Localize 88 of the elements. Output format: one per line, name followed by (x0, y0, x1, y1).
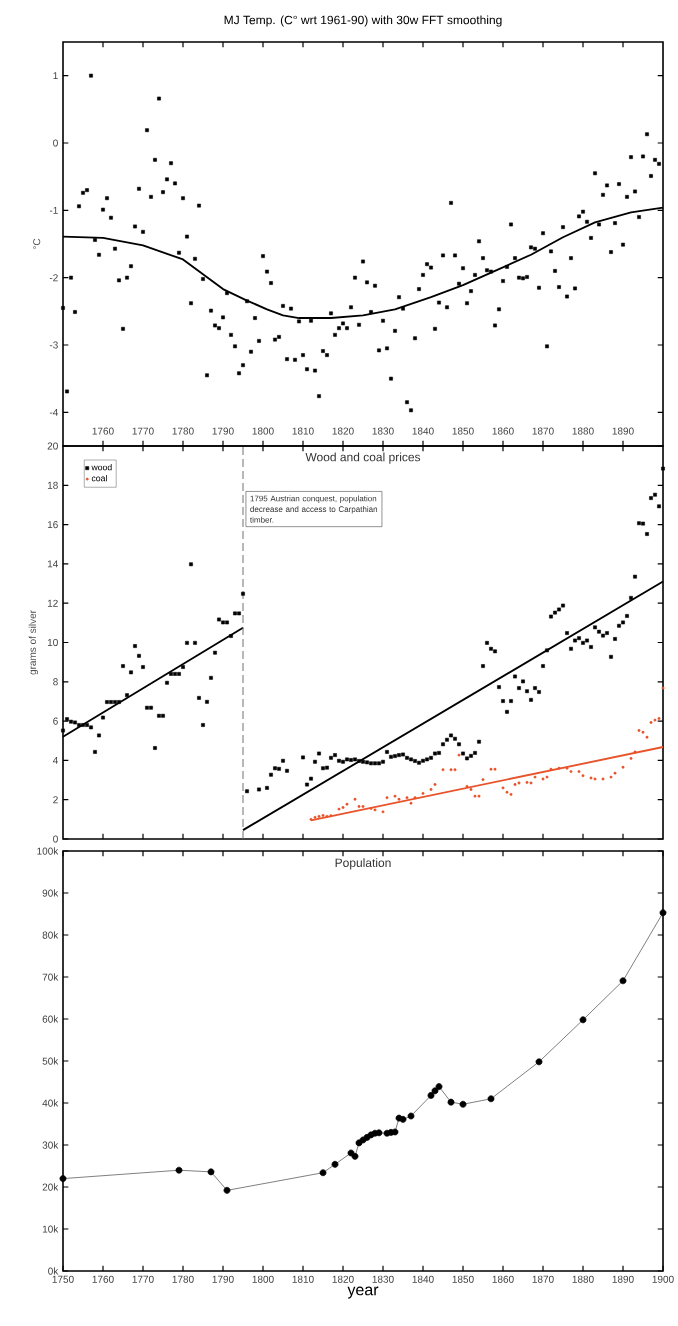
y-tick-label: 40k (42, 1099, 59, 1107)
point (487, 1095, 495, 1103)
point (579, 1016, 587, 1024)
y-tick-label: 10 (47, 638, 58, 647)
x-tick-label: 1760 (92, 427, 114, 435)
x-tick-label: 1850 (452, 1275, 474, 1283)
y-tick-label: 1 (53, 72, 58, 80)
point (399, 1115, 407, 1123)
point (447, 1098, 455, 1106)
x-tick-label: 1800 (252, 427, 274, 435)
chart-title: MJ Temp. (C° wrt 1961-90) with 30w FFT smoothing (224, 15, 502, 27)
x-tick-label: 1780 (172, 1275, 194, 1283)
x-tick-label: 1850 (452, 427, 474, 435)
point (619, 977, 627, 985)
x-tick-label: 1770 (132, 1275, 154, 1283)
x-tick-label: 1880 (572, 427, 594, 435)
x-tick-label: 1770 (132, 427, 154, 435)
point (331, 1160, 339, 1168)
y-tick-label: 16 (47, 521, 58, 529)
x-tick-label: 1820 (332, 1275, 354, 1283)
x-tick-label: 1760 (92, 1275, 114, 1283)
y-tick-label: 100k (37, 847, 59, 855)
text: Population (335, 858, 391, 870)
x-tick-label: 1840 (412, 427, 434, 435)
point (535, 1058, 543, 1066)
y-axis-title: grams of silver (28, 610, 39, 675)
x-tick-label: 1750 (52, 1275, 74, 1283)
y-tick-label: -3 (49, 341, 58, 349)
y-tick-label: 20 (47, 442, 58, 450)
y-tick-label: -1 (49, 206, 58, 214)
point (319, 1169, 327, 1177)
y-tick-label: 80k (42, 931, 59, 939)
y-tick-label: 6 (53, 717, 58, 725)
x-tick-label: 1800 (252, 1275, 274, 1283)
point (427, 1092, 435, 1099)
y-tick-label: 2 (53, 796, 58, 804)
x-tick-label: 1890 (612, 427, 634, 435)
point (459, 1100, 467, 1108)
point (407, 1112, 415, 1120)
x-tick-label: 1830 (372, 427, 394, 435)
x-tick-label: 1790 (212, 427, 234, 435)
x-tick-label: 1840 (412, 1275, 434, 1283)
y-tick-label: 8 (53, 678, 58, 686)
y-axis-title: °C (33, 238, 41, 250)
legend-label: coal (91, 474, 107, 482)
y-tick-label: -2 (49, 274, 58, 282)
point (223, 1186, 231, 1194)
y-tick-label: 14 (47, 560, 58, 568)
y-tick-label: 0 (53, 835, 58, 843)
x-tick-label: 1860 (492, 427, 514, 435)
point (59, 1175, 67, 1182)
x-tick-label: 1900 (652, 1275, 674, 1283)
point (431, 1087, 439, 1095)
point (435, 1083, 443, 1091)
x-tick-label: 1870 (532, 1275, 554, 1283)
point (175, 1166, 183, 1174)
y-tick-label: 70k (42, 973, 59, 981)
x-tick-label: 1830 (372, 1275, 394, 1283)
x-tick-label: 1790 (212, 1275, 234, 1283)
x-tick-label: 1820 (332, 427, 354, 435)
y-tick-label: 60k (42, 1015, 59, 1023)
y-tick-label: 20k (42, 1183, 59, 1191)
y-tick-label: 4 (52, 756, 58, 764)
point (375, 1129, 383, 1137)
y-tick-label: 0k (48, 1267, 59, 1275)
x-tick-label: 1880 (572, 1275, 594, 1283)
y-tick-label: 90k (42, 889, 59, 897)
y-tick-label: 50k (42, 1057, 59, 1065)
point (207, 1168, 215, 1176)
y-tick-label: 30k (42, 1141, 59, 1149)
point (391, 1128, 399, 1136)
annotation: 1795 Austrian conquest, population decrease and access to Carpathian timber. (250, 495, 378, 523)
point (659, 909, 667, 917)
y-tick-label: 10k (42, 1225, 59, 1233)
legend-label: wood (91, 464, 112, 471)
x-tick-label: 1890 (612, 1275, 634, 1283)
y-tick-label: -4 (49, 408, 58, 416)
y-tick-label: 18 (47, 481, 58, 489)
x-tick-label: 1870 (532, 427, 554, 435)
x-tick-label: 1810 (292, 427, 314, 435)
x-tick-label: 1780 (172, 427, 194, 435)
y-tick-label: 0 (53, 139, 58, 147)
text: Wood and coal prices (305, 452, 421, 464)
x-tick-label: 1860 (492, 1275, 514, 1283)
x-tick-label: 1810 (292, 1275, 314, 1283)
y-tick-label: 12 (47, 599, 58, 607)
x-axis-title: year (347, 1286, 379, 1299)
point (351, 1152, 359, 1160)
